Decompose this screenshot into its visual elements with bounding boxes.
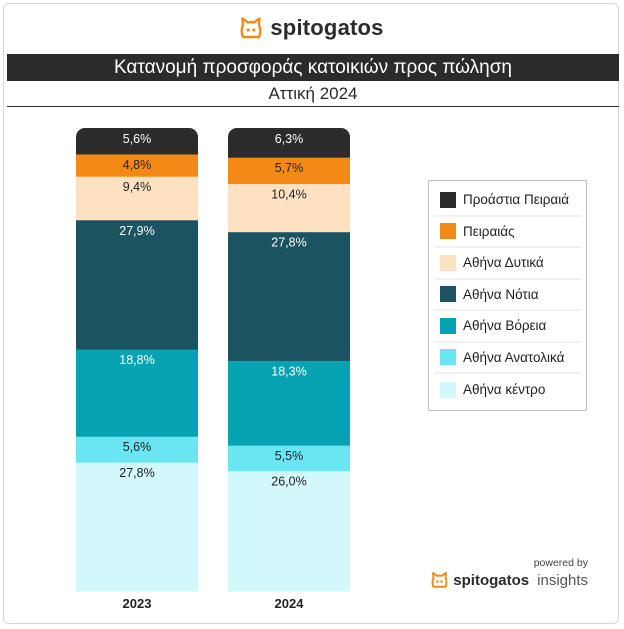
legend-label: Αθήνα Ανατολικά xyxy=(463,349,565,365)
bar-segment-2024-0 xyxy=(228,470,350,592)
bar-segment-2023-2 xyxy=(76,349,198,437)
chart-subtitle: Αττική 2024 xyxy=(7,82,619,107)
legend-item: Αθήνα Δυτικά xyxy=(434,248,581,280)
legend-swatch xyxy=(440,317,456,334)
powered-by-label: powered by xyxy=(533,557,588,569)
chart-legend: Προάστια Πειραιά Πειραιάς Αθήνα Δυτικά Αθήν… xyxy=(428,180,587,411)
data-label-2024-0: 26,0% xyxy=(271,475,306,489)
bar-segment-2024-2 xyxy=(228,360,350,446)
legend-label: Αθήνα Νότια xyxy=(463,286,539,302)
bar-2024 xyxy=(228,128,350,592)
data-label-2023-0: 27,8% xyxy=(119,466,154,480)
chart-title: Κατανομή προσφοράς κατοικιών προς πώληση xyxy=(7,54,619,81)
data-label-2024-1: 5,5% xyxy=(275,449,304,463)
brand-name: spitogatos xyxy=(270,15,384,40)
bar-segment-2024-1 xyxy=(228,445,350,472)
legend-swatch xyxy=(440,191,456,208)
legend-item: Αθήνα κέντρο xyxy=(434,374,581,406)
bar-segment-2023-6 xyxy=(76,128,198,155)
bar-2023 xyxy=(76,128,198,592)
footer-brand: spitogatos insights xyxy=(420,570,588,590)
footer-brand-name: spitogatos xyxy=(453,571,530,589)
data-label-2024-3: 27,8% xyxy=(271,236,306,250)
bar-segment-2023-0 xyxy=(76,462,198,592)
cat-head-icon xyxy=(431,571,448,588)
cat-head-icon xyxy=(240,17,262,39)
legend-swatch xyxy=(440,254,456,271)
bar-segment-2023-3 xyxy=(76,219,198,350)
legend-label: Αθήνα Δυτικά xyxy=(463,255,544,271)
legend-item: Αθήνα Βόρεια xyxy=(434,311,581,343)
data-label-2023-6: 5,6% xyxy=(123,132,152,146)
data-label-2023-4: 9,4% xyxy=(123,180,152,194)
legend-item: Προάστια Πειραιά xyxy=(434,185,581,217)
bar-segment-2024-3 xyxy=(228,231,350,361)
legend-swatch xyxy=(440,223,456,240)
bar-segment-2023-1 xyxy=(76,436,198,463)
bar-segment-2023-5 xyxy=(76,153,198,177)
brand-header: spitogatos xyxy=(0,12,624,44)
legend-label: Αθήνα Βόρεια xyxy=(463,318,547,334)
legend-item: Πειραιάς xyxy=(434,217,581,248)
legend-label: Πειραιάς xyxy=(463,223,515,239)
data-label-2024-4: 10,4% xyxy=(271,188,306,202)
data-label-2024-2: 18,3% xyxy=(271,364,306,378)
legend-swatch xyxy=(440,381,456,398)
data-label-2024-5: 5,7% xyxy=(275,161,304,175)
legend-item: Αθήνα Νότια xyxy=(434,280,581,311)
legend-label: Αθήνα κέντρο xyxy=(463,382,546,398)
data-label-2024-6: 6,3% xyxy=(275,132,304,146)
bar-segment-2024-6 xyxy=(228,128,350,158)
category-label-2024: 2024 xyxy=(275,596,305,611)
data-label-2023-5: 4,8% xyxy=(123,158,152,172)
bar-segment-2023-4 xyxy=(76,176,198,221)
legend-item: Αθήνα Ανατολικά xyxy=(434,343,581,374)
data-label-2023-3: 27,9% xyxy=(119,224,154,238)
bar-segment-2024-5 xyxy=(228,157,350,185)
data-label-2023-1: 5,6% xyxy=(123,440,152,454)
category-label-2023: 2023 xyxy=(123,596,152,611)
legend-swatch xyxy=(440,286,456,303)
footer-brand-suffix: insights xyxy=(537,571,588,589)
legend-label: Προάστια Πειραιά xyxy=(463,192,570,208)
legend-swatch xyxy=(440,349,456,366)
data-label-2023-2: 18,8% xyxy=(119,353,154,367)
bar-segment-2024-4 xyxy=(228,183,350,233)
